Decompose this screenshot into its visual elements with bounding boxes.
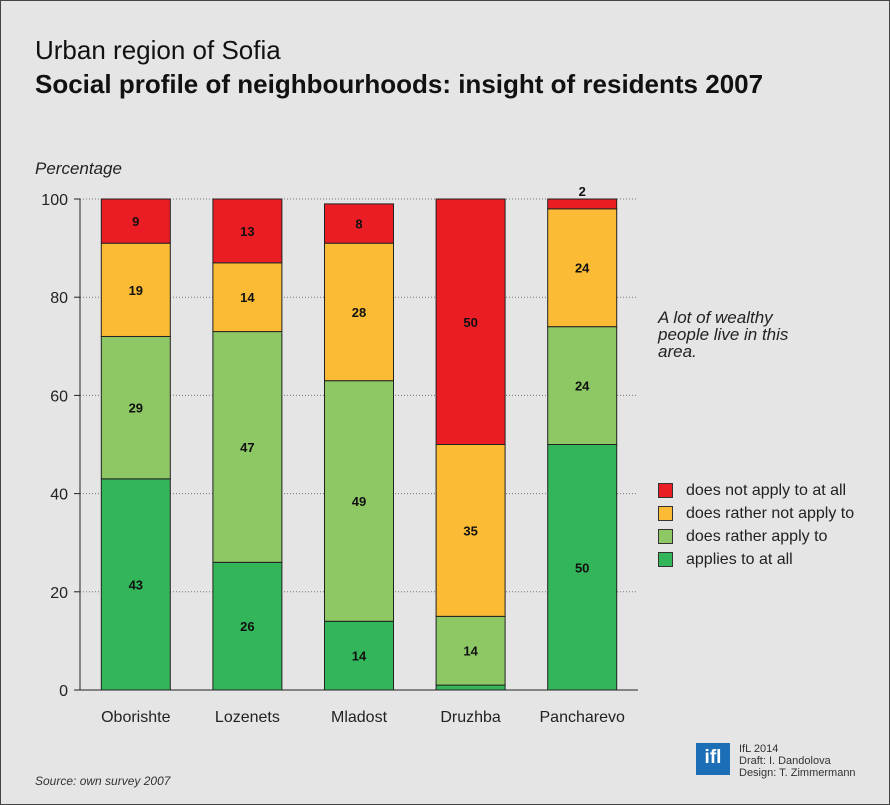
bar-segment <box>435 684 506 691</box>
bar-segment <box>547 326 618 445</box>
legend: does not apply to at all does rather not … <box>658 479 854 571</box>
data-label: 14 <box>463 644 478 659</box>
bar-segment <box>212 331 283 563</box>
data-label: 26 <box>240 619 254 634</box>
data-label: 9 <box>132 214 139 229</box>
chart-supertitle: Urban region of Sofia <box>35 35 281 65</box>
ifl-logo: ifl <box>696 743 730 775</box>
chart-title: Social profile of neighbourhoods: insigh… <box>35 69 764 99</box>
y-tick-label: 0 <box>59 683 68 700</box>
y-tick-label: 40 <box>50 487 68 504</box>
legend-swatch <box>658 552 673 567</box>
data-label: 47 <box>240 440 254 455</box>
x-tick-label: Pancharevo <box>540 709 625 726</box>
legend-item: does not apply to at all <box>658 479 854 502</box>
chart-annotation: A lot of wealthy people live in this are… <box>658 308 789 361</box>
legend-swatch <box>658 529 673 544</box>
y-axis-label: Percentage <box>35 159 122 178</box>
x-tick-label: Lozenets <box>215 709 280 726</box>
credit-line: Design: T. Zimmermann <box>739 767 856 779</box>
legend-label: applies to at all <box>686 550 793 568</box>
data-label: 14 <box>352 649 367 664</box>
bar-segment <box>435 198 506 445</box>
bar-segment <box>547 208 618 328</box>
bar-segment <box>324 242 394 382</box>
data-label: 50 <box>575 560 589 575</box>
data-label: 43 <box>129 577 143 592</box>
data-label: 35 <box>463 523 477 538</box>
bar-segment <box>212 198 283 264</box>
bar-segment <box>324 380 394 622</box>
legend-item: applies to at all <box>658 548 854 571</box>
data-label: 8 <box>355 217 362 232</box>
x-tick-label: Druzhba <box>440 709 501 726</box>
bar-segment <box>100 198 171 244</box>
bar-segment <box>435 444 506 617</box>
credits: IfL 2014 Draft: I. Dandolova Design: T. Zi… <box>739 743 856 779</box>
credit-line: Draft: I. Dandolova <box>739 755 831 767</box>
bar-segment <box>324 620 394 691</box>
data-label: 14 <box>240 290 255 305</box>
legend-label: does not apply to at all <box>686 481 847 499</box>
bar-segment <box>547 198 618 210</box>
legend-swatch <box>658 506 673 521</box>
source-note: Source: own survey 2007 <box>35 774 171 788</box>
legend-label: does rather not apply to <box>686 504 855 522</box>
legend-item: does rather apply to <box>658 525 854 548</box>
y-tick-label: 20 <box>50 585 68 602</box>
data-label: 2 <box>579 184 586 199</box>
data-label: 19 <box>129 283 143 298</box>
bar-segment <box>212 561 283 691</box>
legend-label: does rather apply to <box>686 527 828 545</box>
legend-item: does rather not apply to <box>658 502 854 525</box>
x-tick-label: Mladost <box>331 709 388 726</box>
data-label: 49 <box>352 494 366 509</box>
y-tick-label: 100 <box>41 192 68 209</box>
data-label: 24 <box>575 379 590 394</box>
bar-segment <box>324 203 394 244</box>
credit-line: IfL 2014 <box>739 743 779 755</box>
data-label: 13 <box>240 224 254 239</box>
data-label: 24 <box>575 261 590 276</box>
data-label: 28 <box>352 305 366 320</box>
y-tick-label: 80 <box>50 290 68 307</box>
data-label: 29 <box>129 401 143 416</box>
legend-swatch <box>658 483 673 498</box>
y-tick-label: 60 <box>50 388 68 405</box>
bar-segment <box>547 444 618 691</box>
data-label: 50 <box>463 315 477 330</box>
bar-segment <box>100 242 171 337</box>
x-tick-label: Oborishte <box>101 709 170 726</box>
